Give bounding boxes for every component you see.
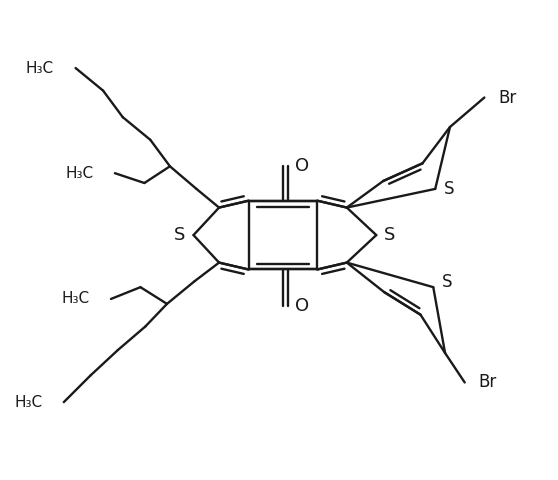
Text: H₃C: H₃C	[14, 395, 42, 409]
Text: H₃C: H₃C	[26, 60, 54, 75]
Text: S: S	[442, 273, 453, 291]
Text: O: O	[295, 297, 309, 315]
Text: Br: Br	[498, 88, 516, 107]
Text: H₃C: H₃C	[65, 166, 93, 180]
Text: S: S	[384, 226, 396, 244]
Text: H₃C: H₃C	[61, 291, 89, 306]
Text: O: O	[295, 157, 309, 175]
Text: S: S	[444, 180, 455, 198]
Text: Br: Br	[478, 373, 497, 392]
Text: S: S	[174, 226, 186, 244]
